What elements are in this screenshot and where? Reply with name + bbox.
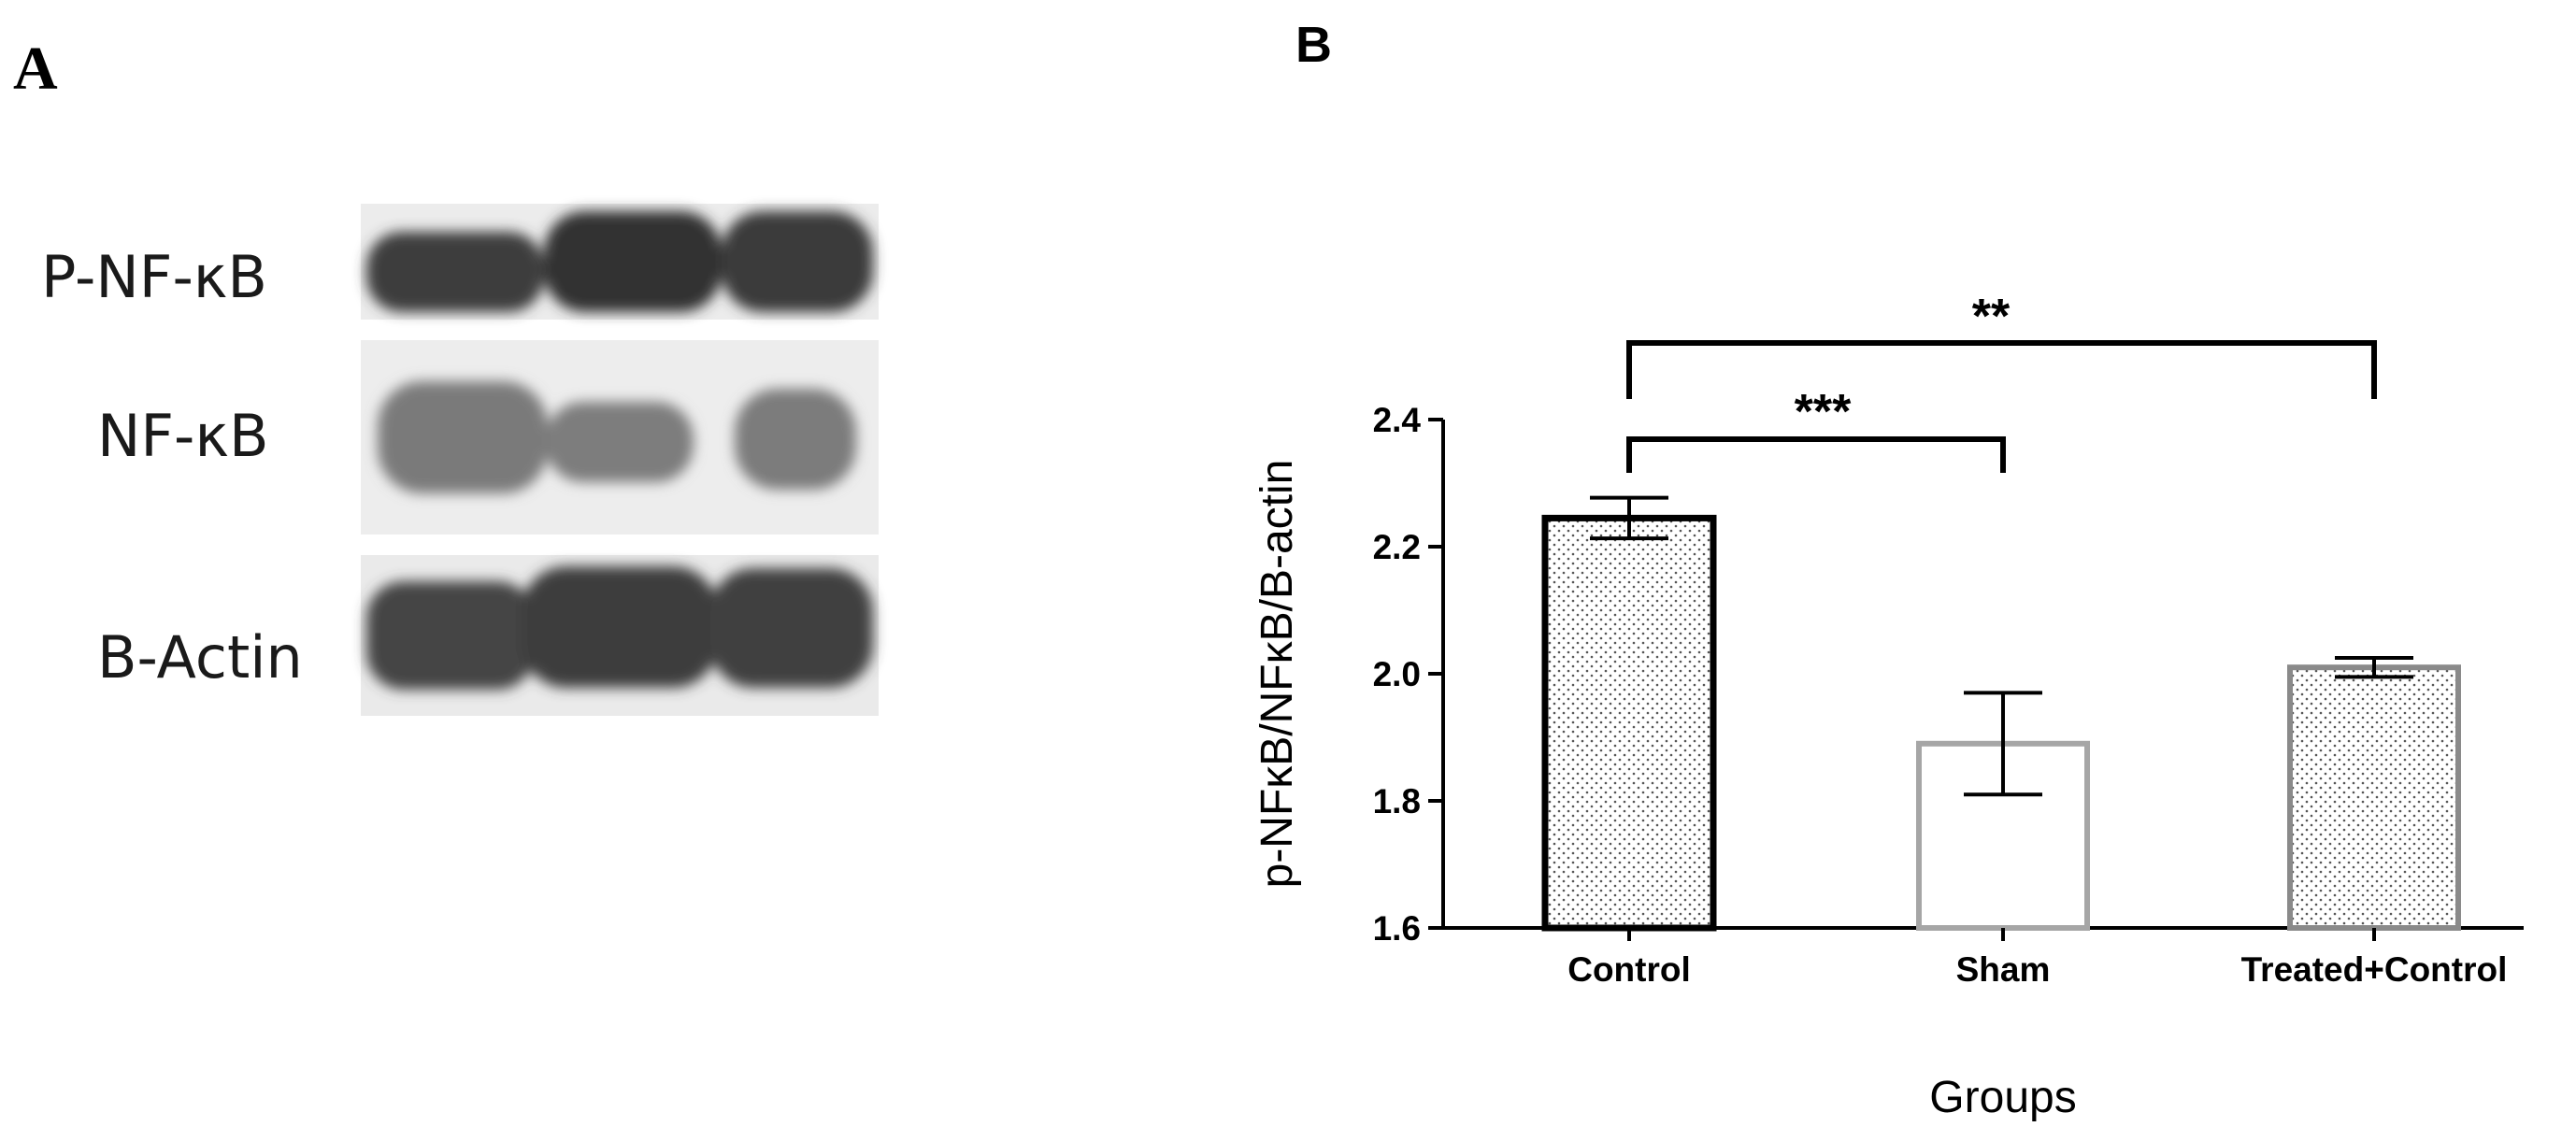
significance-bracket [1626, 340, 2377, 399]
y-tick-label: 1.6 [1373, 909, 1421, 948]
y-tick-label: 2.0 [1373, 655, 1421, 693]
x-category-label: Sham [1956, 950, 2051, 989]
y-axis-title: p-NFκB/NFκB/B-actin [1252, 460, 1302, 889]
blot-band [544, 211, 722, 312]
blot-band [546, 402, 694, 482]
blot-label-p-nfkb: P-NF-κB [41, 243, 267, 311]
blot-band [735, 389, 856, 490]
bar [2287, 664, 2461, 931]
significance-label: ** [1972, 290, 2011, 344]
panel-a: A P-NF-κB NF-κB B-Actin [13, 35, 879, 716]
significance-bracket [1626, 436, 2006, 473]
x-category-label: Treated+Control [2241, 950, 2508, 989]
bar [1541, 514, 1717, 932]
panel-a-letter: A [13, 35, 58, 103]
blot-label-nfkb: NF-κB [97, 402, 269, 470]
blot-strip-p-nfkb [361, 204, 879, 320]
y-tick-label: 2.4 [1373, 401, 1422, 439]
blot-strip-nfkb [361, 340, 879, 535]
blot-band [522, 566, 718, 688]
blot-label-b-actin: B-Actin [97, 623, 303, 692]
x-category-label: Control [1567, 950, 1691, 989]
x-axis-title: Groups [1929, 1073, 2076, 1122]
blot-band [366, 581, 535, 690]
y-tick-label: 1.8 [1373, 782, 1421, 820]
y-tick-label: 2.2 [1373, 528, 1421, 566]
significance-label: *** [1795, 385, 1852, 439]
blot-band [710, 568, 873, 688]
blot-strip-b-actin [361, 555, 879, 716]
panel-b-letter: B [1295, 17, 1332, 73]
panel-b: B 1.6 1.8 2.0 2.2 2.4 Control Sham Treated+Cont… [1252, 17, 2524, 1122]
blot-band [366, 232, 544, 312]
blot-band [378, 381, 548, 493]
bar-chart: 1.6 1.8 2.0 2.2 2.4 Control Sham Treated+Contro… [1252, 290, 2524, 1122]
blot-band [722, 211, 873, 312]
